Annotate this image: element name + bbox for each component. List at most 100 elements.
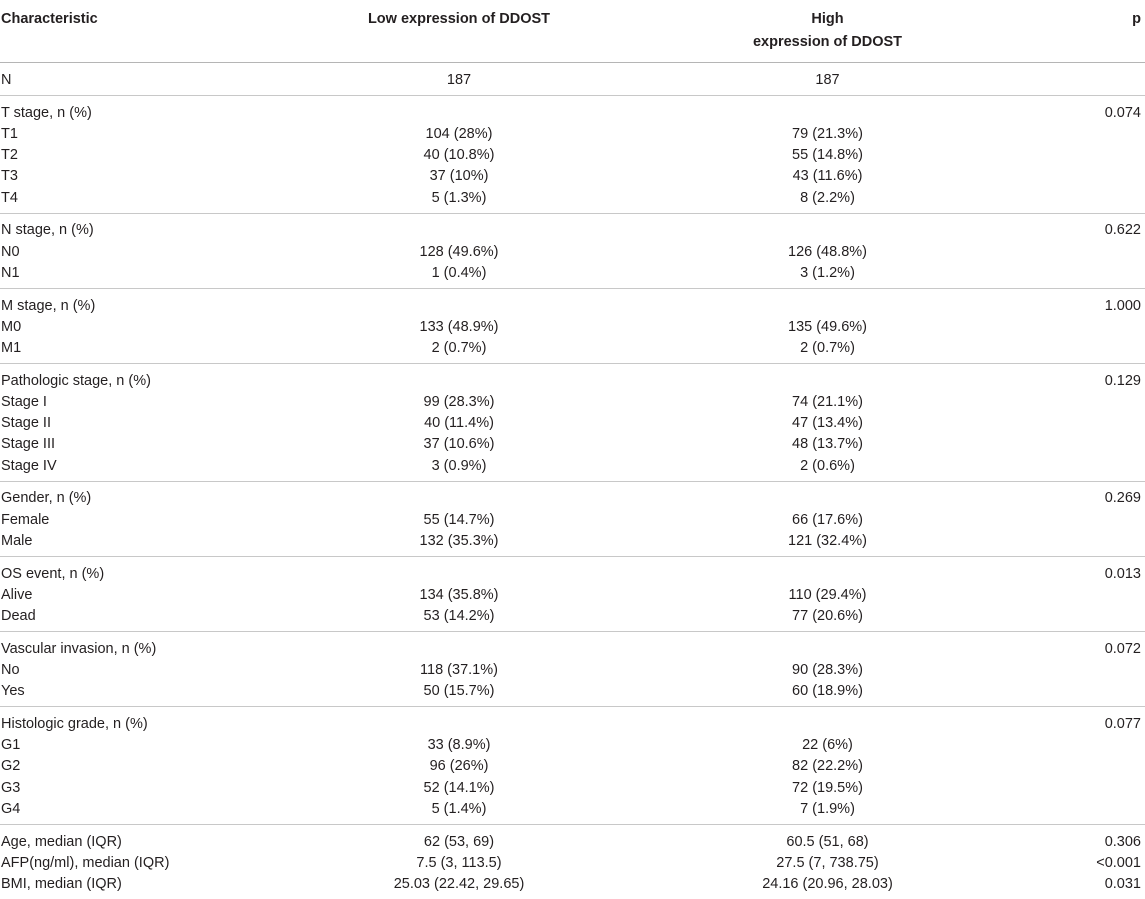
cell-low-expression: 3 (0.9%) [431,457,487,474]
cell-high-expression: 187 [815,72,840,88]
cell-p-value: 0.074 [1104,104,1141,121]
row-label: Alive [1,586,33,603]
table-row: N0 128 (49.6%) 126 (48.8%) [0,242,1145,263]
cell-p-value: <0.001 [1096,854,1141,871]
table-row: Dead 53 (14.2%) 77 (20.6%) [0,606,1145,627]
cell-low-expression: 96 (26%) [429,758,489,775]
table-row: Pathologic stage, n (%) 0.129 [0,371,1145,392]
row-label: N1 [1,264,20,281]
cell-high-expression: 90 (28.3%) [792,661,863,678]
cell-low-expression: 55 (14.7%) [423,511,495,528]
header-low-expression: Low expression of DDOST [367,11,551,27]
table-row: Gender, n (%) 0.269 [0,488,1145,509]
table-row: G4 5 (1.4%) 7 (1.9%) [0,799,1145,820]
cell-high-expression: 60.5 (51, 68) [786,833,869,850]
cell-high-expression: 60 (18.9%) [792,683,863,700]
cell-p-value: 0.077 [1104,716,1141,732]
cell-high-expression: 121 (32.4%) [788,532,867,549]
cell-low-expression: 132 (35.3%) [419,532,499,549]
table-row: Male 132 (35.3%) 121 (32.4%) [0,531,1145,552]
row-group: Gender, n (%) 0.269 Female 55 (14.7%) 66 (17… [0,488,1145,557]
table-row: Female 55 (14.7%) 66 (17.6%) [0,510,1145,531]
row-label: Pathologic stage, n (%) [1,372,151,389]
table-row: Age, median (IQR) 62 (53, 69) 60.5 (51, 68… [0,832,1145,853]
table-row: T4 5 (1.3%) 8 (2.2%) [0,188,1145,209]
cell-low-expression: 134 (35.8%) [419,586,499,603]
cell-low-expression: 187 [446,72,472,88]
cell-high-expression: 82 (22.2%) [792,758,863,775]
cell-low-expression: 40 (11.4%) [424,415,494,432]
cell-high-expression: 66 (17.6%) [792,511,863,528]
table-row: Alive 134 (35.8%) 110 (29.4%) [0,585,1145,606]
row-label: M0 [1,318,22,335]
row-label: T4 [1,189,18,206]
row-label: N [1,72,12,88]
row-group: Age, median (IQR) 62 (53, 69) 60.5 (51, 68… [0,832,1145,899]
row-label: G3 [1,779,21,796]
header-high-line2: expression of DDOST [752,34,903,50]
cell-low-expression: 40 (10.8%) [423,147,495,164]
cell-high-expression: 2 (0.7%) [800,339,855,356]
cell-low-expression: 52 (14.1%) [423,779,495,796]
cell-p-value: 0.622 [1104,222,1141,239]
row-label: Stage II [1,415,51,432]
row-label: G2 [1,758,21,775]
table-row: G2 96 (26%) 82 (22.2%) [0,756,1145,777]
cell-p-value: 0.306 [1104,833,1141,850]
cell-high-expression: 47 (13.4%) [792,415,863,432]
table-row: Vascular invasion, n (%) 0.072 [0,639,1145,660]
row-label: G4 [1,800,21,817]
cell-p-value: 0.269 [1104,490,1141,507]
row-label: Yes [1,683,25,700]
row-label: Dead [1,607,36,624]
cell-low-expression: 5 (1.4%) [431,800,487,817]
table-row: T1 104 (28%) 79 (21.3%) [0,124,1145,145]
table-row: Stage II 40 (11.4%) 47 (13.4%) [0,413,1145,434]
cell-p-value: 0.129 [1104,372,1141,389]
row-label: OS event, n (%) [1,565,105,582]
row-label: M stage, n (%) [1,297,96,314]
cell-high-expression: 43 (11.6%) [792,168,863,185]
row-label: BMI, median (IQR) [1,875,122,892]
row-label: M1 [1,339,22,356]
table-row: N 187 187 [0,70,1145,91]
row-label: Stage IV [1,457,57,474]
cell-low-expression: 25.03 (22.42, 29.65) [393,875,525,892]
table-row: T2 40 (10.8%) 55 (14.8%) [0,145,1145,166]
cell-high-expression: 24.16 (20.96, 28.03) [762,875,893,892]
row-group: M stage, n (%) 1.000 M0 133 (48.9%) 135 (49.… [0,296,1145,365]
table-row: AFP(ng/ml), median (IQR) 7.5 (3, 113.5) 27… [0,853,1145,874]
cell-high-expression: 22 (6%) [802,737,853,754]
cell-p-value: 0.031 [1104,875,1141,892]
row-label: N stage, n (%) [1,222,94,239]
table-row: Histologic grade, n (%) 0.077 [0,714,1145,735]
row-group: Vascular invasion, n (%) 0.072 No 118 (37.1… [0,639,1145,708]
cell-low-expression: 1 (0.4%) [431,264,487,281]
table-row: G3 52 (14.1%) 72 (19.5%) [0,778,1145,799]
table-row: Stage III 37 (10.6%) 48 (13.7%) [0,434,1145,455]
table-row: OS event, n (%) 0.013 [0,564,1145,585]
table-row: T3 37 (10%) 43 (11.6%) [0,166,1145,187]
cell-p-value: 0.013 [1104,565,1141,582]
row-label: T stage, n (%) [1,104,92,121]
header-p: p [1132,11,1141,27]
cell-low-expression: 50 (15.7%) [423,683,495,700]
row-label: Male [1,532,33,549]
cell-low-expression: 133 (48.9%) [419,318,499,335]
table-row: BMI, median (IQR) 25.03 (22.42, 29.65) 24.… [0,874,1145,895]
row-label: T1 [1,125,18,142]
cell-p-value: 1.000 [1104,297,1141,314]
row-label: Vascular invasion, n (%) [1,640,157,657]
cell-high-expression: 55 (14.8%) [792,147,863,164]
cell-high-expression: 72 (19.5%) [792,779,863,796]
cell-high-expression: 48 (13.7%) [792,436,863,453]
cell-high-expression: 74 (21.1%) [792,393,863,410]
cell-low-expression: 2 (0.7%) [431,339,487,356]
table-row: M stage, n (%) 1.000 [0,296,1145,317]
row-label: AFP(ng/ml), median (IQR) [1,854,170,871]
cell-high-expression: 2 (0.6%) [800,457,855,474]
row-label: Gender, n (%) [1,490,92,507]
cell-low-expression: 118 (37.1%) [420,661,498,678]
table-row: Yes 50 (15.7%) 60 (18.9%) [0,681,1145,702]
